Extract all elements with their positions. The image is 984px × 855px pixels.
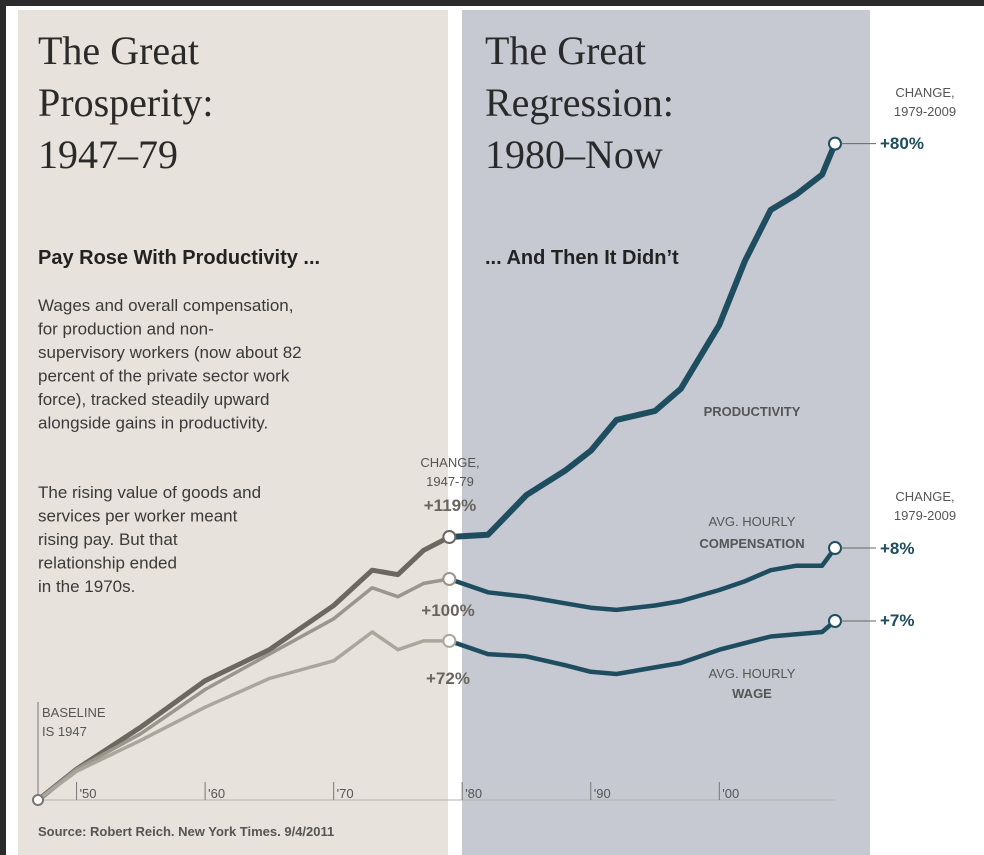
source: Source: Robert Reich. New York Times. 9/…: [38, 824, 334, 839]
change-header: CHANGE,: [420, 455, 479, 470]
title-left: Prosperity:: [38, 80, 214, 125]
title-right: Regression:: [485, 80, 674, 125]
paragraph: services per worker meant: [38, 507, 238, 526]
right-panel: [462, 10, 870, 855]
left-panel: [18, 10, 448, 855]
title-left: The Great: [38, 28, 199, 73]
paragraph: in the 1970s.: [38, 577, 135, 596]
x-tick-label: '60: [208, 786, 225, 801]
line-regression: [446, 140, 838, 540]
frame-top: [0, 0, 984, 6]
paragraph: percent of the private sector work: [38, 367, 290, 386]
change-header: 1979-2009: [894, 508, 956, 523]
line-regression: [447, 618, 838, 677]
x-tick-label: '50: [80, 786, 97, 801]
baseline-note: BASELINE: [42, 705, 106, 720]
line-prosperity: [36, 630, 452, 802]
paragraph: The rising value of goods and: [38, 483, 261, 502]
change-label: +100%: [421, 601, 474, 620]
point-marker: [442, 530, 457, 545]
subtitle-left: Pay Rose With Productivity ...: [38, 247, 320, 269]
paragraph: for production and non-: [38, 320, 214, 339]
series-label: PRODUCTIVITY: [704, 404, 801, 419]
texts: The Great Prosperity: 1947–79 The Great Regr…: [38, 28, 956, 839]
x-tick-label: '70: [337, 786, 354, 801]
change-header: 1979-2009: [894, 104, 956, 119]
x-tick-label: '90: [594, 786, 611, 801]
title-right: 1980–Now: [485, 132, 663, 177]
plot: '50 '60 '70 '80 '90 '00 PRODUCTIVITY +119% +80% A…: [32, 134, 924, 806]
subtitle-right: ... And Then It Didn’t: [485, 247, 679, 269]
series-label: AVG. HOURLY: [709, 666, 796, 681]
series-label: WAGE: [732, 686, 772, 701]
x-tick-label: '80: [465, 786, 482, 801]
change-label: +7%: [880, 611, 915, 630]
series-label: COMPENSATION: [699, 536, 804, 551]
point-marker: [442, 633, 457, 648]
change-header: CHANGE,: [895, 85, 954, 100]
paragraph: alongside gains in productivity.: [38, 414, 268, 433]
paragraph: supervisory workers (now about 82: [38, 343, 302, 362]
series-label: AVG. HOURLY: [709, 514, 796, 529]
origin-marker: [32, 794, 44, 806]
change-label: +8%: [880, 539, 915, 558]
point-marker: [828, 613, 842, 628]
change-header: CHANGE,: [895, 489, 954, 504]
baseline-note: IS 1947: [42, 724, 87, 739]
x-tick-label: '00: [722, 786, 739, 801]
paragraph: force), tracked steadily upward: [38, 390, 270, 409]
change-label: +72%: [426, 669, 470, 688]
paragraph: Wages and overall compensation,: [38, 296, 293, 315]
change-label: +80%: [880, 134, 924, 153]
change-label: +119%: [424, 496, 476, 515]
point-marker: [828, 541, 842, 556]
line-regression: [447, 545, 838, 613]
line-prosperity: [35, 534, 452, 803]
title-right: The Great: [485, 28, 646, 73]
point-marker: [442, 572, 457, 586]
paragraph: rising pay. But that: [38, 530, 178, 549]
line-prosperity: [36, 577, 452, 802]
change-header: 1947-79: [426, 474, 474, 489]
frame-left: [0, 0, 6, 855]
paragraph: relationship ended: [38, 554, 177, 573]
title-left: 1947–79: [38, 132, 178, 177]
point-marker: [828, 136, 842, 151]
